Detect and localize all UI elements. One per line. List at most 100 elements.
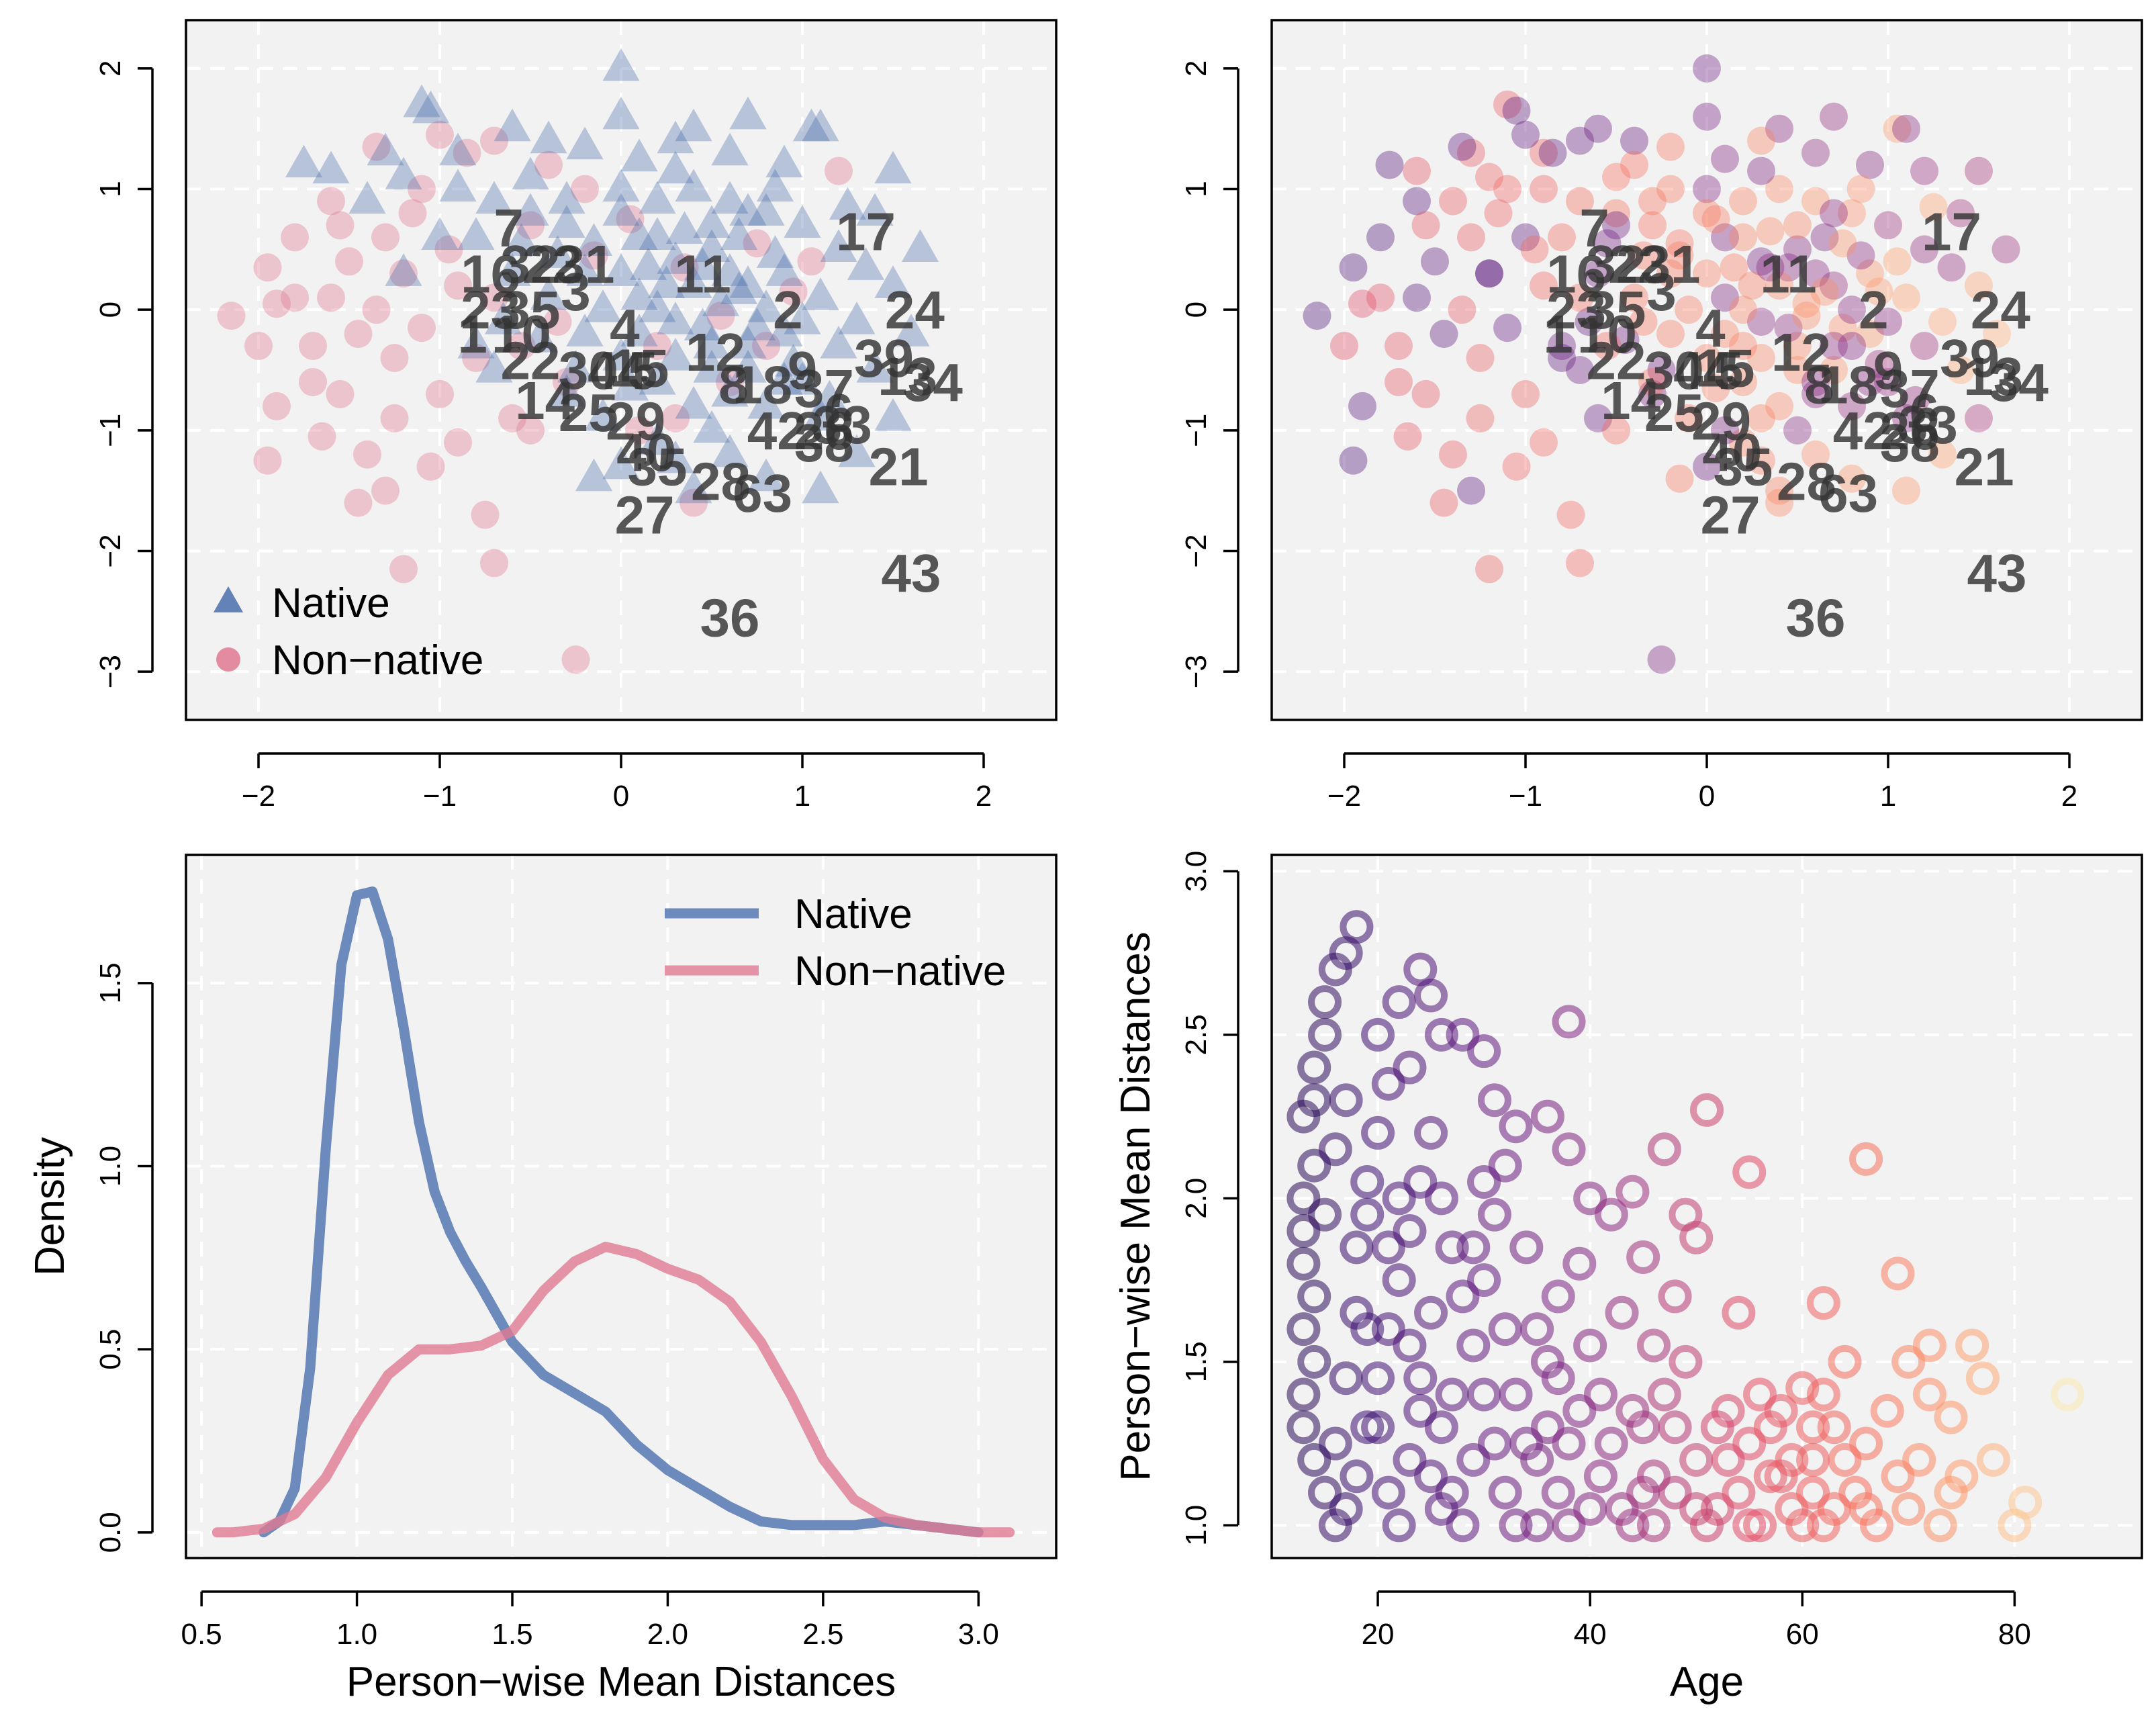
- point-age-colored: [1638, 187, 1667, 216]
- point-ring: [1573, 1328, 1607, 1363]
- point-age-colored: [1801, 440, 1830, 469]
- x-tick-label: 3.0: [958, 1618, 999, 1651]
- point-native: [765, 144, 803, 178]
- point-ring: [1382, 1508, 1416, 1543]
- point-age-colored: [1874, 211, 1902, 240]
- point-age-colored: [1548, 332, 1576, 361]
- point-ring: [1806, 1286, 1840, 1320]
- item-label: 2: [773, 280, 803, 340]
- x-tick-label: 2: [2061, 780, 2077, 813]
- point-native: [602, 96, 640, 130]
- point-age-colored: [1439, 440, 1467, 469]
- point-ring: [1361, 1410, 1395, 1445]
- point-native: [639, 289, 676, 322]
- legend-native-label: Native: [794, 891, 912, 938]
- point-ring: [1435, 1377, 1469, 1412]
- point-non-native: [244, 332, 273, 361]
- y-tick-label: 2.5: [1180, 1014, 1213, 1055]
- point-ring: [1626, 1240, 1660, 1274]
- point-native: [512, 193, 549, 226]
- point-native: [665, 211, 704, 244]
- point-ring: [1552, 1426, 1586, 1461]
- point-ring: [1286, 1214, 1321, 1248]
- point-ring: [1605, 1295, 1639, 1330]
- point-ring: [1849, 1142, 1883, 1176]
- point-ring: [1530, 1410, 1564, 1445]
- item-label: 22: [1608, 234, 1668, 294]
- item-label: 35: [501, 280, 561, 340]
- point-age-colored: [1457, 476, 1485, 505]
- item-label: 5: [1714, 340, 1744, 400]
- item-label: 23: [461, 280, 520, 340]
- point-ring: [1340, 1295, 1374, 1330]
- point-age-colored: [1339, 253, 1368, 282]
- point-age-colored: [1566, 126, 1594, 155]
- point-age-colored: [1711, 223, 1739, 252]
- point-ring: [1371, 1230, 1405, 1265]
- point-age-colored: [1747, 156, 1775, 185]
- item-label: 6: [1910, 383, 1940, 443]
- item-label: 63: [733, 463, 792, 523]
- item-label: 27: [615, 486, 675, 545]
- point-ring: [1583, 1377, 1618, 1412]
- panel-bottom-left: Native Non−native 0.5 1.0 1.5 2.0 2.5 3.0 0.0 0.5…: [27, 854, 1058, 1705]
- point-native: [747, 193, 785, 226]
- point-native: [720, 271, 758, 304]
- point-ring: [1361, 1361, 1395, 1396]
- point-age-colored: [1865, 277, 1893, 306]
- point-ring: [1371, 1066, 1405, 1101]
- item-label: 9: [788, 340, 818, 400]
- point-non-native: [253, 446, 282, 475]
- point-ring: [2051, 1377, 2085, 1412]
- point-native: [874, 150, 912, 184]
- point-age-colored: [1729, 367, 1757, 396]
- point-age-colored: [1765, 175, 1793, 203]
- item-label: 42: [747, 401, 807, 461]
- item-label: 3: [561, 262, 591, 322]
- point-ring: [1297, 1279, 1331, 1314]
- point-ring: [1393, 1214, 1427, 1248]
- point-age-colored: [1475, 163, 1503, 191]
- point-age-colored: [1838, 332, 1866, 361]
- point-ring: [2008, 1486, 2043, 1520]
- point-ring: [1393, 1050, 1427, 1085]
- x-tick-label: 20: [1362, 1618, 1395, 1651]
- point-ring: [1308, 1475, 1342, 1510]
- point-native: [747, 289, 785, 322]
- item-label: 39: [854, 328, 914, 388]
- point-age-colored: [1566, 187, 1594, 216]
- point-age-colored: [1593, 332, 1622, 361]
- point-ring: [1679, 1443, 1714, 1477]
- point-native: [566, 126, 604, 160]
- point-age-colored: [1530, 138, 1558, 167]
- point-ring: [1817, 1492, 1851, 1526]
- point-ring: [1467, 1263, 1501, 1297]
- point-age-colored: [1747, 126, 1775, 155]
- point-age-colored: [1656, 175, 1685, 203]
- point-native: [602, 169, 640, 202]
- point-age-colored: [1348, 289, 1376, 318]
- point-native: [385, 253, 422, 286]
- point-native: [711, 181, 749, 214]
- point-ring: [1891, 1344, 1926, 1379]
- point-age-colored: [1511, 223, 1540, 252]
- panel-bottom-right: 20 40 60 80 1.0 1.5 2.0 2.5 3.0 Age Person−wise Me…: [1113, 851, 2143, 1705]
- item-label: 37: [794, 359, 854, 418]
- point-age-colored: [1774, 314, 1803, 342]
- point-native: [774, 344, 812, 377]
- point-native: [548, 181, 585, 214]
- point-age-colored: [1530, 428, 1558, 457]
- point-ring: [1583, 1459, 1618, 1494]
- point-ring: [1509, 1230, 1544, 1265]
- point-native: [747, 385, 785, 419]
- point-age-colored: [1856, 320, 1884, 349]
- point-ring: [1552, 1132, 1586, 1167]
- item-label: 29: [606, 391, 665, 451]
- point-ring: [1403, 1164, 1438, 1199]
- point-native: [820, 229, 857, 262]
- y-tick-label: −3: [94, 655, 127, 688]
- point-age-colored: [1947, 199, 1975, 228]
- point-age-colored: [1665, 229, 1694, 258]
- point-native: [729, 265, 767, 298]
